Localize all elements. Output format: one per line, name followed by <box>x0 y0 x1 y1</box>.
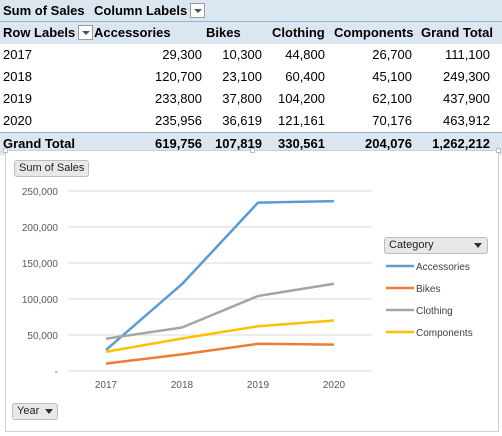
y-tick-label: 200,000 <box>22 223 59 234</box>
pivot-chart[interactable]: Sum of Sales - 50,000 100,000 150,000 200,00… <box>3 148 501 432</box>
y-tick-label: - <box>55 367 58 378</box>
pivot-header-row-1: Sum of Sales Column Labels <box>0 0 502 22</box>
column-header-grand-total[interactable]: Grand Total <box>421 25 493 40</box>
chevron-down-icon <box>45 408 54 414</box>
legend-label: Bikes <box>416 284 440 295</box>
table-row[interactable]: 2020 235,956 36,619 121,161 70,176 463,9… <box>0 110 502 132</box>
row-label[interactable]: 2020 <box>3 113 32 128</box>
table-cell[interactable]: 1,262,212 <box>432 136 490 151</box>
table-cell[interactable]: 619,756 <box>155 136 202 151</box>
table-cell[interactable]: 233,800 <box>155 91 202 106</box>
pivot-table: Sum of Sales Column Labels Row Labels Ac… <box>0 0 502 155</box>
series-line-components <box>105 319 335 354</box>
table-cell[interactable]: 44,800 <box>285 47 325 62</box>
table-cell[interactable]: 62,100 <box>372 91 412 106</box>
category-legend-label: Category <box>389 239 434 251</box>
table-cell[interactable]: 204,076 <box>365 136 412 151</box>
legend-label: Accessories <box>416 262 470 273</box>
column-header-accessories[interactable]: Accessories <box>94 25 171 40</box>
table-cell[interactable]: 463,912 <box>443 113 490 128</box>
series-line-clothing <box>105 282 335 340</box>
table-cell[interactable]: 45,100 <box>372 69 412 84</box>
row-filter-dropdown-icon[interactable] <box>78 25 94 41</box>
resize-handle-top-right[interactable] <box>496 148 501 153</box>
column-labels-text: Column Labels <box>94 3 188 18</box>
chevron-down-icon <box>474 243 482 248</box>
x-tick-label: 2020 <box>323 380 346 391</box>
series-line-bikes <box>105 342 335 365</box>
table-row[interactable]: 2017 29,300 10,300 44,800 26,700 111,100 <box>0 44 502 66</box>
column-header-bikes[interactable]: Bikes <box>206 25 241 40</box>
values-field-label: Sum of Sales <box>3 3 85 18</box>
column-labels-field[interactable]: Column Labels <box>94 0 206 22</box>
row-label[interactable]: 2018 <box>3 69 32 84</box>
table-cell[interactable]: 26,700 <box>372 47 412 62</box>
table-cell[interactable]: 121,161 <box>278 113 325 128</box>
sum-of-sales-field-button[interactable]: Sum of Sales <box>14 160 90 177</box>
row-label[interactable]: 2019 <box>3 91 32 106</box>
table-cell[interactable]: 104,200 <box>278 91 325 106</box>
y-tick-label: 150,000 <box>22 259 59 270</box>
table-cell[interactable]: 111,100 <box>444 47 490 62</box>
table-cell[interactable]: 107,819 <box>215 136 262 151</box>
category-legend-field-button[interactable]: Category <box>384 237 488 254</box>
column-filter-dropdown-icon[interactable] <box>190 3 206 19</box>
table-cell[interactable]: 330,561 <box>278 136 325 151</box>
table-row[interactable]: 2019 233,800 37,800 104,200 62,100 437,9… <box>0 88 502 110</box>
grand-total-row[interactable]: Grand Total 619,756 107,819 330,561 204,… <box>0 132 502 155</box>
chart-plot: - 50,000 100,000 150,000 200,000 250,000 2017 2… <box>22 187 473 391</box>
series-line-accessories <box>105 199 335 351</box>
table-cell[interactable]: 235,956 <box>155 113 202 128</box>
table-cell[interactable]: 10,300 <box>222 47 262 62</box>
y-tick-label: 250,000 <box>22 187 59 198</box>
column-header-clothing[interactable]: Clothing <box>272 25 325 40</box>
table-cell[interactable]: 437,900 <box>443 91 490 106</box>
table-cell[interactable]: 60,400 <box>285 69 325 84</box>
row-labels-text: Row Labels <box>3 25 76 40</box>
x-tick-label: 2019 <box>247 380 270 391</box>
year-axis-field-button[interactable]: Year <box>12 403 59 420</box>
x-tick-label: 2017 <box>95 380 118 391</box>
resize-handle-top[interactable] <box>250 148 255 153</box>
table-cell[interactable]: 23,100 <box>222 69 262 84</box>
legend-label: Clothing <box>416 306 453 317</box>
row-label[interactable]: 2017 <box>3 47 32 62</box>
table-cell[interactable]: 29,300 <box>162 47 202 62</box>
pivot-header-row-2: Row Labels Accessories Bikes Clothing Co… <box>0 22 502 44</box>
y-tick-label: 100,000 <box>22 295 59 306</box>
column-header-components[interactable]: Components <box>334 25 414 40</box>
table-cell[interactable]: 36,619 <box>222 113 262 128</box>
year-field-label: Year <box>17 405 40 417</box>
table-cell[interactable]: 70,176 <box>372 113 412 128</box>
table-cell[interactable]: 120,700 <box>155 69 202 84</box>
y-tick-label: 50,000 <box>27 331 58 342</box>
x-tick-label: 2018 <box>171 380 194 391</box>
legend-label: Components <box>416 328 473 339</box>
resize-handle-top-left[interactable] <box>3 148 8 153</box>
table-row[interactable]: 2018 120,700 23,100 60,400 45,100 249,30… <box>0 66 502 88</box>
grand-total-label[interactable]: Grand Total <box>3 136 75 151</box>
row-labels-field[interactable]: Row Labels <box>3 22 94 44</box>
table-cell[interactable]: 249,300 <box>443 69 490 84</box>
table-cell[interactable]: 37,800 <box>222 91 262 106</box>
